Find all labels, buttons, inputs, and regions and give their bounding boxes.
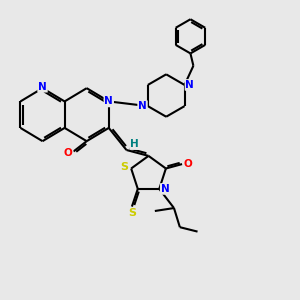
Text: N: N bbox=[38, 82, 47, 92]
Text: S: S bbox=[121, 162, 129, 172]
Text: O: O bbox=[64, 148, 73, 158]
Text: N: N bbox=[185, 80, 194, 90]
Text: N: N bbox=[138, 101, 147, 111]
Text: O: O bbox=[184, 159, 192, 169]
Text: H: H bbox=[130, 139, 139, 149]
Text: N: N bbox=[104, 96, 113, 106]
Text: N: N bbox=[161, 184, 170, 194]
Text: S: S bbox=[128, 208, 136, 218]
